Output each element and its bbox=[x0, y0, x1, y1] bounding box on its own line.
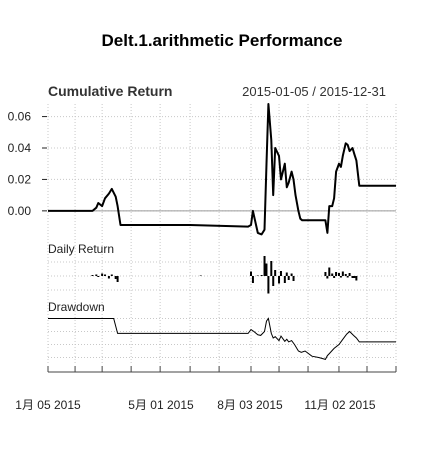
x-axis: 1月 05 2015 5月 01 2015 8月 03 2015 11月 02 201… bbox=[15, 366, 397, 412]
drawdown-title: Drawdown bbox=[48, 300, 105, 314]
cumulative-return-line bbox=[48, 103, 396, 236]
x-tick-label: 5月 01 2015 bbox=[128, 398, 194, 412]
daily-return-bars bbox=[91, 256, 358, 294]
grid-lines bbox=[47, 104, 397, 364]
y-tick-label: 0.04 bbox=[8, 141, 32, 155]
drawdown-line bbox=[48, 317, 396, 360]
y-tick-label: 0.06 bbox=[8, 110, 32, 124]
y-tick-label: 0.02 bbox=[8, 172, 32, 186]
daily-return-title: Daily Return bbox=[48, 242, 114, 256]
chart-title: Delt.1.arithmetic Performance bbox=[102, 31, 343, 50]
y-tick-label: 0.00 bbox=[8, 204, 32, 218]
y-axis-ticks: 0.00 0.02 0.04 0.06 bbox=[8, 110, 47, 218]
cumulative-return-title: Cumulative Return bbox=[48, 83, 172, 99]
x-tick-label: 8月 03 2015 bbox=[217, 398, 283, 412]
date-range-label: 2015-01-05 / 2015-12-31 bbox=[242, 84, 386, 99]
x-tick-label: 11月 02 2015 bbox=[304, 398, 375, 412]
x-tick-label: 1月 05 2015 bbox=[15, 398, 81, 412]
